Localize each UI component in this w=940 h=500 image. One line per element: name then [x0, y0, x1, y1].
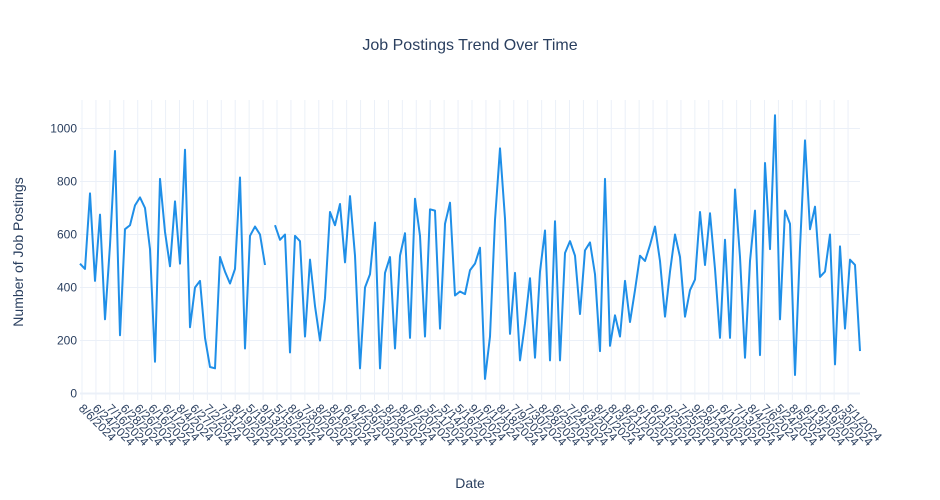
series-line — [79, 114, 861, 380]
y-tick-label: 400 — [57, 281, 77, 295]
x-axis-title: Date — [455, 475, 485, 491]
y-tick-label: 1000 — [50, 122, 77, 136]
x-tick-labels: 8/6/20246/24/20247/16/20246/28/20246/26/… — [76, 401, 885, 449]
y-tick-label: 200 — [57, 334, 77, 348]
y-tick-label: 800 — [57, 175, 77, 189]
y-tick-label: 600 — [57, 228, 77, 242]
y-axis-title: Number of Job Postings — [10, 177, 26, 326]
y-tick-labels: 0 200 400 600 800 1000 — [50, 122, 77, 401]
y-tick-label: 0 — [70, 387, 77, 401]
chart-title: Job Postings Trend Over Time — [362, 37, 577, 54]
grid-lines — [80, 100, 860, 400]
